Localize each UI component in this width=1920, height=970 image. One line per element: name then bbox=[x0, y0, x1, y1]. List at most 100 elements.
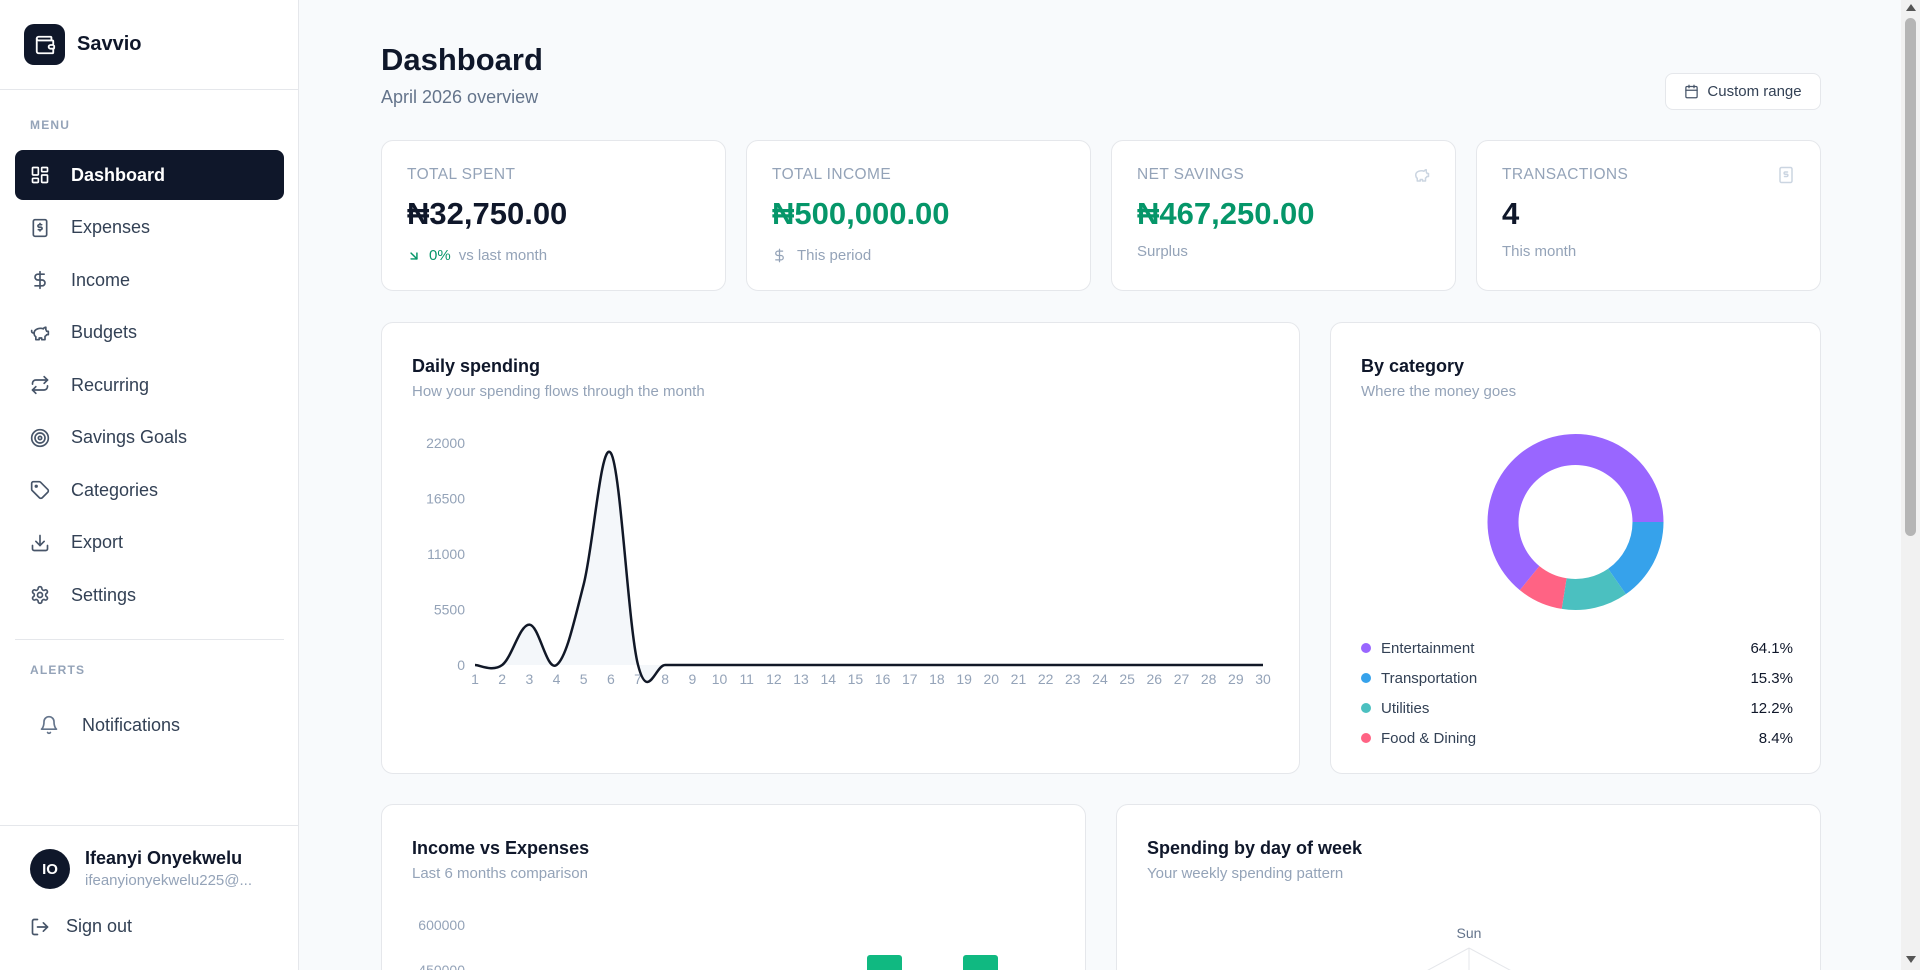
dashboard-grid-icon bbox=[29, 164, 51, 186]
sidebar-item-budgets[interactable]: Budgets bbox=[15, 308, 284, 358]
gear-icon bbox=[29, 584, 51, 606]
sidebar-item-expenses[interactable]: Expenses bbox=[15, 203, 284, 253]
x-tick-label: 8 bbox=[661, 671, 669, 687]
legend-dot bbox=[1361, 643, 1371, 653]
stat-card-net-savings: NET SAVINGS ₦467,250.00 Surplus bbox=[1111, 140, 1456, 291]
y-tick-label: 450000 bbox=[418, 962, 465, 970]
bell-icon bbox=[38, 714, 60, 736]
legend-dot bbox=[1361, 703, 1371, 713]
x-tick-label: 21 bbox=[1011, 671, 1027, 687]
stat-foot: This month bbox=[1502, 243, 1576, 260]
y-tick-label: 22000 bbox=[426, 435, 465, 451]
category-donut-chart bbox=[1487, 434, 1664, 610]
x-tick-label: 16 bbox=[875, 671, 891, 687]
x-tick-label: 2 bbox=[498, 671, 506, 687]
stat-label: NET SAVINGS bbox=[1137, 166, 1245, 183]
stat-foot-text: This period bbox=[797, 247, 872, 264]
card-title: Spending by day of week bbox=[1147, 838, 1363, 858]
avatar[interactable]: IO bbox=[30, 849, 70, 889]
sidebar-item-label: Export bbox=[71, 532, 124, 552]
sidebar-item-categories[interactable]: Categories bbox=[15, 465, 284, 515]
income-vs-expenses-chart: 600000 450000 bbox=[418, 917, 998, 970]
sidebar-item-recurring[interactable]: Recurring bbox=[15, 360, 284, 410]
legend-percent: 64.1% bbox=[1750, 639, 1793, 657]
custom-range-button[interactable]: Custom range bbox=[1665, 73, 1821, 110]
scroll-thumb[interactable] bbox=[1905, 18, 1916, 536]
legend-item[interactable]: Transportation 15.3% bbox=[1361, 663, 1793, 693]
legend-item[interactable]: Utilities 12.2% bbox=[1361, 693, 1793, 723]
sidebar-item-label: Budgets bbox=[71, 322, 138, 342]
piggy-bank-icon bbox=[29, 322, 51, 344]
legend-percent: 8.4% bbox=[1758, 729, 1793, 747]
legend-dot bbox=[1361, 733, 1371, 743]
stat-card-transactions: TRANSACTIONS 4 This month bbox=[1476, 140, 1821, 291]
sidebar-item-label: Expenses bbox=[71, 217, 151, 237]
stat-value: 4 bbox=[1502, 196, 1520, 231]
x-tick-label: 27 bbox=[1174, 671, 1190, 687]
x-tick-label: 29 bbox=[1228, 671, 1244, 687]
card-subtitle: How your spending flows through the mont… bbox=[412, 383, 705, 400]
sign-out-button[interactable]: Sign out bbox=[30, 916, 132, 937]
stat-value: ₦32,750.00 bbox=[407, 196, 568, 231]
page-subtitle: April 2026 overview bbox=[381, 87, 539, 107]
x-tick-label: 25 bbox=[1119, 671, 1135, 687]
stat-label: TRANSACTIONS bbox=[1502, 166, 1629, 183]
x-tick-label: 20 bbox=[983, 671, 999, 687]
x-tick-label: 13 bbox=[793, 671, 809, 687]
legend-label: Transportation bbox=[1381, 669, 1478, 687]
sidebar-item-label: Recurring bbox=[71, 374, 150, 395]
tag-icon bbox=[29, 479, 51, 501]
sidebar: Savvio MENU Dashboard Expenses Income Bu… bbox=[0, 0, 299, 970]
card-title: Income vs Expenses bbox=[412, 838, 590, 858]
legend-item[interactable]: Entertainment 64.1% bbox=[1361, 633, 1793, 663]
x-tick-label: 6 bbox=[607, 671, 615, 687]
weekday-spending-card: Spending by day of week Your weekly spen… bbox=[1116, 804, 1821, 970]
download-icon bbox=[29, 532, 51, 554]
x-tick-label: 15 bbox=[848, 671, 864, 687]
by-category-card: By category Where the money goes Enterta… bbox=[1330, 322, 1821, 774]
sidebar-item-notifications[interactable]: Notifications bbox=[15, 700, 284, 750]
donut-slice bbox=[1608, 522, 1664, 595]
stat-foot: 0% vs last month bbox=[407, 247, 547, 264]
sidebar-item-export[interactable]: Export bbox=[15, 518, 284, 568]
sidebar-item-dashboard[interactable]: Dashboard bbox=[15, 150, 284, 200]
scroll-up-arrow[interactable] bbox=[1906, 4, 1916, 11]
repeat-icon bbox=[29, 374, 51, 396]
page-scrollbar[interactable] bbox=[1901, 0, 1920, 970]
sidebar-item-settings[interactable]: Settings bbox=[15, 570, 284, 620]
card-title: Daily spending bbox=[412, 356, 541, 376]
card-subtitle: Last 6 months comparison bbox=[412, 865, 588, 882]
sidebar-item-savings-goals[interactable]: Savings Goals bbox=[15, 413, 284, 463]
sidebar-item-income[interactable]: Income bbox=[15, 255, 284, 305]
main-nav: Dashboard Expenses Income Budgets Recurr… bbox=[15, 150, 284, 623]
scroll-down-arrow[interactable] bbox=[1906, 956, 1916, 963]
brand[interactable]: Savvio bbox=[0, 0, 298, 90]
x-tick-label: 12 bbox=[766, 671, 782, 687]
x-tick-label: 18 bbox=[929, 671, 945, 687]
legend-dot bbox=[1361, 673, 1371, 683]
legend-item[interactable]: Food & Dining 8.4% bbox=[1361, 723, 1793, 753]
y-tick-label: 5500 bbox=[434, 602, 465, 618]
user-panel: IO Ifeanyi Onyekwelu ifeanyionyekwelu225… bbox=[0, 825, 299, 970]
sign-out-label: Sign out bbox=[66, 916, 133, 936]
stat-value: ₦467,250.00 bbox=[1137, 196, 1315, 231]
stat-label: TOTAL INCOME bbox=[772, 166, 892, 183]
user-name: Ifeanyi Onyekwelu bbox=[85, 848, 243, 868]
sidebar-item-label: Notifications bbox=[82, 714, 181, 735]
income-bar bbox=[963, 955, 998, 970]
custom-range-label: Custom range bbox=[1707, 83, 1802, 100]
receipt-icon bbox=[1777, 166, 1795, 184]
x-tick-label: 7 bbox=[634, 671, 642, 687]
x-tick-label: 5 bbox=[580, 671, 588, 687]
y-tick-label: 11000 bbox=[427, 546, 465, 562]
sidebar-item-label: Savings Goals bbox=[71, 427, 188, 447]
x-tick-label: 30 bbox=[1255, 671, 1271, 687]
x-tick-label: 22 bbox=[1038, 671, 1054, 687]
x-tick-label: 24 bbox=[1092, 671, 1108, 687]
card-title: By category bbox=[1361, 356, 1465, 376]
target-icon bbox=[29, 427, 51, 449]
arrow-down-right-icon bbox=[407, 249, 421, 263]
sidebar-item-label: Dashboard bbox=[71, 164, 166, 185]
radar-grid bbox=[1427, 947, 1470, 970]
